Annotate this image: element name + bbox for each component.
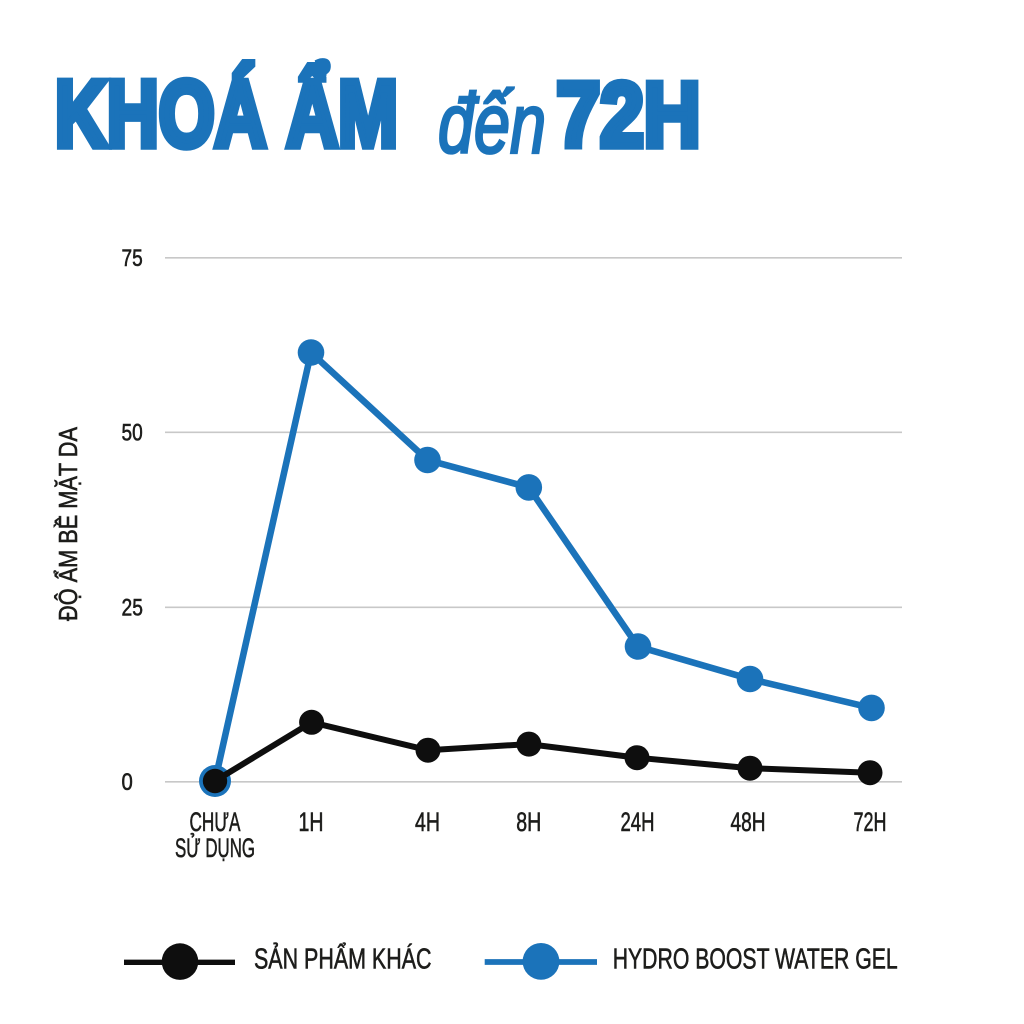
svg-text:0: 0 bbox=[122, 769, 133, 796]
svg-text:1H: 1H bbox=[299, 807, 324, 837]
svg-text:25: 25 bbox=[122, 595, 143, 622]
svg-text:48H: 48H bbox=[731, 807, 766, 837]
svg-text:ĐỘ ẨM BỀ MẶT DA: ĐỘ ẨM BỀ MẶT DA bbox=[54, 427, 83, 621]
svg-text:24H: 24H bbox=[621, 807, 655, 837]
svg-text:72H: 72H bbox=[557, 65, 701, 166]
svg-text:75: 75 bbox=[122, 245, 143, 272]
svg-text:đến: đến bbox=[438, 77, 546, 171]
svg-text:KHOÁ ẨM: KHOÁ ẨM bbox=[55, 60, 398, 166]
svg-text:CHƯA: CHƯA bbox=[190, 807, 241, 837]
svg-text:HYDRO BOOST WATER GEL: HYDRO BOOST WATER GEL bbox=[613, 944, 898, 976]
svg-text:72H: 72H bbox=[854, 807, 887, 837]
svg-text:SẢN PHẨM KHÁC: SẢN PHẨM KHÁC bbox=[254, 943, 432, 976]
svg-text:SỬ DỤNG: SỬ DỤNG bbox=[175, 831, 255, 863]
svg-text:50: 50 bbox=[122, 420, 143, 447]
svg-text:8H: 8H bbox=[516, 807, 541, 837]
svg-text:4H: 4H bbox=[415, 807, 440, 837]
